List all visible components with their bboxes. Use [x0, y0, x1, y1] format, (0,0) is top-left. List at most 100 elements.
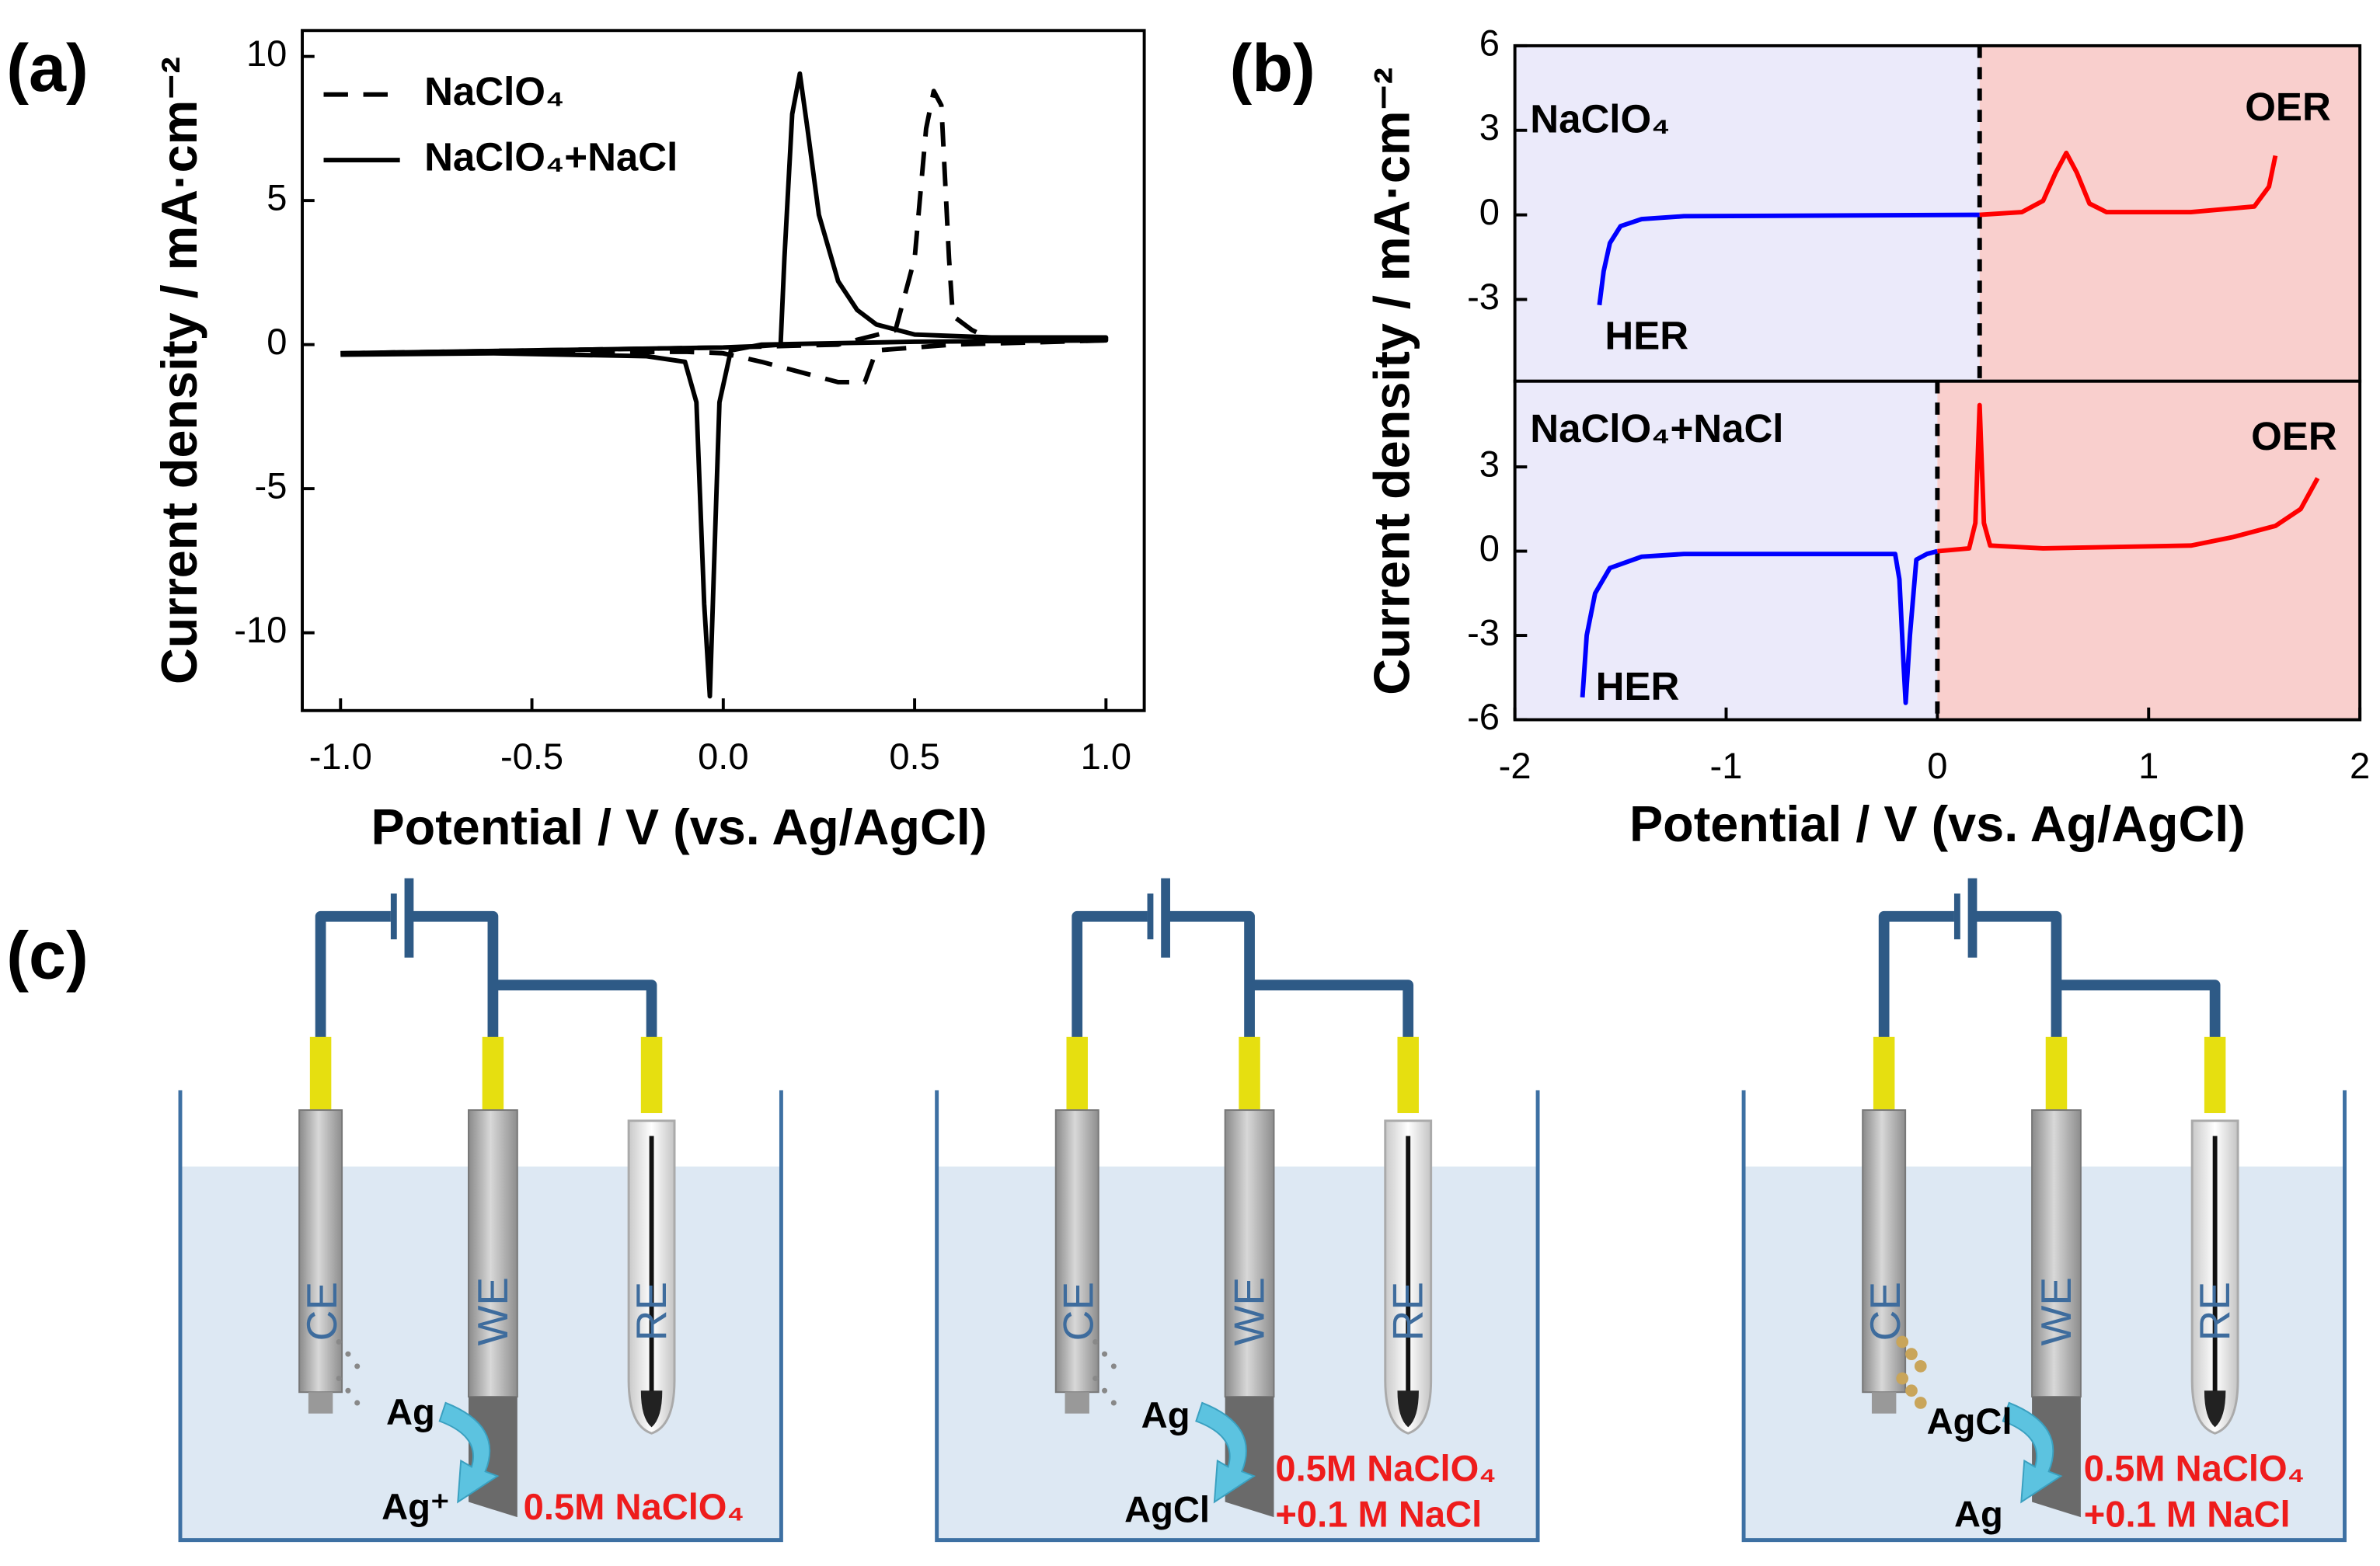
x-tick-label: 0.0: [698, 736, 748, 777]
solution-label: +0.1 M NaCl: [2084, 1494, 2291, 1535]
y-axis-label: Current density / mA·cm⁻²: [1364, 68, 1420, 695]
y-tick-label: 10: [246, 33, 287, 74]
electrode-label: CE: [1054, 1282, 1103, 1341]
x-tick-label: -1.0: [309, 736, 372, 777]
wire: [2056, 980, 2221, 1040]
species-label: Ag: [1954, 1494, 2003, 1535]
electrode: [1862, 1109, 1907, 1394]
connector: [1873, 1036, 1895, 1113]
electrode-label: CE: [1861, 1282, 1909, 1341]
connector: [1066, 1036, 1088, 1113]
particle: [1110, 1400, 1117, 1406]
y-tick-label: 6: [1479, 22, 1500, 63]
series-line: [1597, 212, 1980, 306]
particle: [1102, 1351, 1108, 1357]
y-tick-label: 3: [1479, 106, 1500, 148]
electrode: [2031, 1109, 2082, 1398]
particle: [345, 1351, 351, 1357]
electrode-tip: [1065, 1392, 1089, 1414]
connector: [1397, 1036, 1419, 1113]
electrode-label: WE: [2032, 1277, 2080, 1346]
plot-frame: [301, 29, 1146, 712]
beaker: [178, 1090, 783, 1543]
particle: [1102, 1387, 1108, 1394]
electrode: [1054, 1109, 1099, 1394]
reference-tip: [640, 1390, 663, 1428]
y-tick-label: 0: [1479, 527, 1500, 569]
particle: [1905, 1384, 1918, 1397]
particle: [1914, 1397, 1927, 1409]
particle: [336, 1338, 342, 1345]
y-tick-label: 5: [267, 177, 287, 218]
wire: [1975, 910, 2062, 1040]
legend-label: NaClO₄: [424, 69, 564, 113]
species-label: AgCl: [1124, 1489, 1210, 1530]
reaction-arrow: [1195, 1401, 1256, 1504]
x-axis-label: Potential / V (vs. Ag/AgCl): [1629, 795, 2246, 852]
wire: [1072, 910, 1148, 1040]
x-tick-label: 1.0: [1081, 736, 1132, 777]
solution-label: +0.1 M NaCl: [1275, 1494, 1482, 1535]
electrode: [1224, 1109, 1275, 1398]
species-label: AgCl: [1927, 1401, 2012, 1442]
annotation: OER: [2245, 85, 2331, 129]
species-label: Ag: [1141, 1394, 1190, 1436]
x-tick-label: 1: [2138, 745, 2159, 786]
particle: [1092, 1376, 1099, 1382]
x-tick-label: 2: [2350, 745, 2370, 786]
electrode-label: RE: [2190, 1282, 2239, 1341]
region: [1937, 381, 2361, 720]
electrode-label: WE: [469, 1277, 517, 1346]
series-line: [340, 71, 1109, 699]
species-label: Ag⁺: [382, 1486, 450, 1527]
connector: [2045, 1036, 2068, 1113]
solution-label: 0.5M NaClO₄: [2084, 1448, 2305, 1489]
electrode-tip: [1871, 1392, 1897, 1414]
y-tick-label: -3: [1467, 611, 1500, 652]
solution-label: 0.5M NaClO₄: [524, 1486, 744, 1527]
particle: [1896, 1335, 1909, 1348]
reaction-arrow: [438, 1401, 500, 1504]
panel-label: (b): [1230, 31, 1315, 106]
cell: CE WE RE AgCl Ag 0.5M NaClO₄ +0.1 M NaCl: [1741, 878, 2347, 1543]
connector: [2204, 1036, 2226, 1113]
wire: [493, 980, 657, 1040]
y-tick-label: -3: [1467, 276, 1500, 317]
particle: [1905, 1348, 1918, 1360]
wire: [1878, 910, 1954, 1040]
panel-label: (a): [6, 31, 89, 106]
wire: [315, 910, 391, 1040]
particle: [336, 1376, 342, 1382]
cell: CE WE RE Ag AgCl 0.5M NaClO₄ +0.1 M NaCl: [935, 878, 1540, 1543]
reaction-arrow: [2002, 1401, 2063, 1504]
wire: [1169, 910, 1255, 1040]
particle: [354, 1363, 361, 1369]
series-line: [1937, 402, 2320, 554]
panel-label: (c): [6, 919, 89, 994]
connector: [482, 1036, 504, 1113]
beaker: [1741, 1090, 2347, 1543]
series-line: [340, 89, 1109, 385]
series-line: [1979, 150, 2278, 218]
wire: [1249, 980, 1414, 1040]
y-tick-label: -10: [234, 609, 287, 650]
legend-label: NaClO₄+NaCl: [424, 135, 678, 179]
species-label: Ag: [386, 1391, 435, 1432]
particle: [1896, 1372, 1909, 1385]
electrode-label: RE: [627, 1282, 675, 1341]
cell: CE WE RE Ag Ag⁺ 0.5M NaClO₄: [178, 878, 783, 1543]
y-tick-label: -6: [1467, 696, 1500, 737]
particle: [345, 1387, 351, 1394]
electrode-label: WE: [1225, 1277, 1273, 1346]
annotation: NaClO₄+NaCl: [1530, 406, 1783, 451]
connector: [309, 1036, 332, 1113]
x-tick-label: -0.5: [500, 736, 563, 777]
particle: [1092, 1338, 1099, 1345]
annotation: HER: [1596, 664, 1680, 708]
y-tick-label: 0: [1479, 191, 1500, 232]
x-axis-label: Potential / V (vs. Ag/AgCl): [371, 799, 987, 855]
x-tick-label: -2: [1499, 745, 1531, 786]
electrode: [298, 1109, 343, 1394]
x-tick-label: 0: [1927, 745, 1947, 786]
